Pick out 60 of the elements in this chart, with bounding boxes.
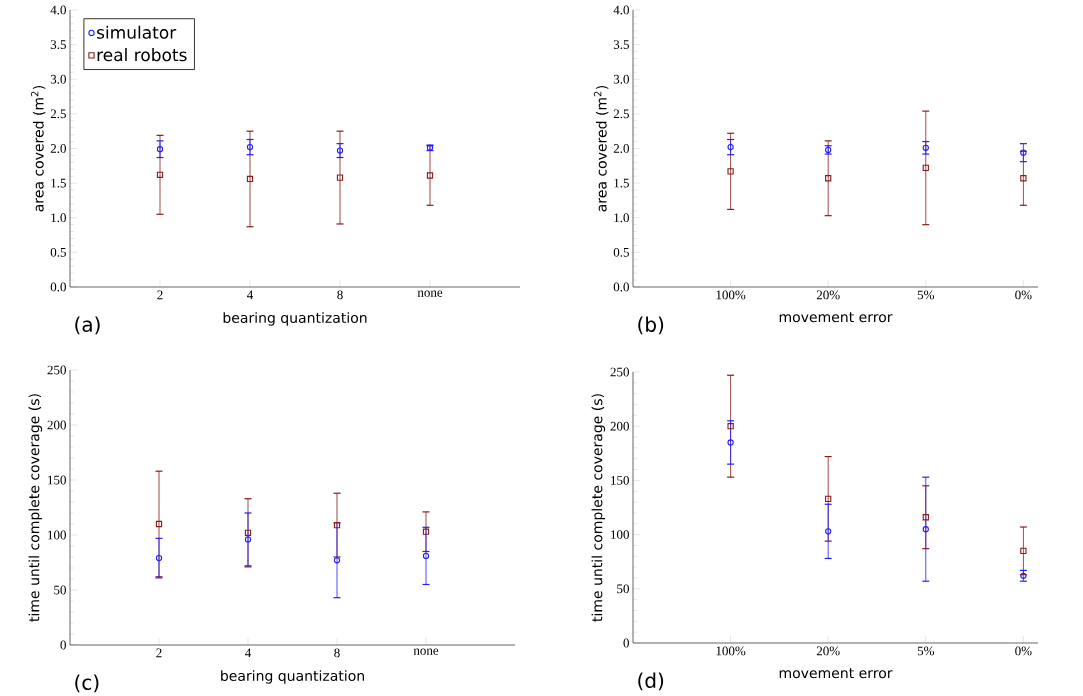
- y-tick-label: 3.5: [50, 40, 66, 50]
- y-tick-label: 50: [617, 584, 629, 594]
- x-axis-title: movement error: [779, 312, 893, 323]
- x-tick-label: 2: [157, 290, 163, 300]
- y-axis-title: time until complete coverage (s): [591, 394, 606, 622]
- text: (b): [638, 316, 664, 335]
- y-tick-label: 4.0: [613, 5, 629, 15]
- y-tick-label: 150: [611, 476, 629, 485]
- y-tick-label: 1.0: [614, 213, 629, 223]
- y-tick-label: 2.5: [50, 109, 66, 119]
- x-tick-label: none: [417, 290, 443, 297]
- y-tick-label: 2.0: [50, 144, 66, 153]
- x-tick-label: 20%: [816, 646, 840, 656]
- y-tick-label: 250: [610, 367, 629, 377]
- y-tick-label: 0.5: [50, 247, 66, 257]
- text: (a): [75, 316, 100, 335]
- text: (c): [75, 674, 99, 693]
- y-tick-label: 3.5: [613, 40, 629, 50]
- y-tick-label: 4.0: [50, 5, 66, 15]
- x-tick-label: none: [413, 648, 439, 655]
- y-tick-label: 200: [47, 420, 66, 430]
- x-tick-label: 2: [156, 648, 162, 658]
- y-tick-label: 1.5: [51, 178, 66, 188]
- y-tick-label: 0.0: [613, 282, 629, 292]
- y-axis-title: area covered (m$^{2}$): [31, 85, 46, 212]
- y-axis-title: area covered (m$^{2}$): [594, 85, 609, 212]
- x-tick-label: 0%: [1015, 646, 1032, 656]
- y-tick-label: 2.5: [613, 109, 629, 119]
- x-tick-label: 0%: [1015, 290, 1032, 300]
- x-tick-label: 4: [245, 648, 252, 658]
- x-tick-label: 100%: [716, 646, 746, 656]
- y-tick-label: 100: [48, 530, 66, 540]
- x-tick-label: 100%: [716, 290, 746, 300]
- y-tick-label: 3.0: [613, 74, 629, 84]
- legend-label: simulator: [97, 25, 177, 39]
- y-tick-label: 150: [48, 475, 66, 485]
- x-tick-label: 4: [247, 290, 254, 300]
- x-axis-title: bearing quantization: [223, 312, 367, 326]
- y-tick-label: 1.5: [614, 178, 629, 188]
- y-tick-label: 3.0: [50, 74, 66, 84]
- y-tick-label: 0.0: [50, 282, 66, 292]
- x-axis-title: bearing quantization: [221, 670, 364, 684]
- y-tick-label: 2.0: [613, 144, 629, 153]
- legend-label: real robots: [97, 48, 187, 62]
- y-tick-label: 100: [611, 530, 629, 539]
- y-tick-label: 0: [60, 640, 66, 650]
- x-tick-label: 8: [337, 290, 343, 300]
- y-tick-label: 1.0: [51, 213, 66, 223]
- y-tick-label: 50: [54, 585, 66, 595]
- y-axis-title: time until complete coverage (s): [28, 394, 43, 622]
- text: (d): [638, 672, 664, 691]
- y-tick-label: 200: [610, 421, 629, 431]
- x-tick-label: 5%: [917, 646, 934, 656]
- x-axis-title: movement error: [779, 668, 893, 679]
- y-tick-label: 0.5: [613, 247, 629, 257]
- x-tick-label: 8: [334, 648, 340, 658]
- x-tick-label: 5%: [917, 290, 934, 300]
- y-tick-label: 250: [47, 365, 66, 375]
- y-tick-label: 0: [623, 638, 629, 648]
- x-tick-label: 20%: [816, 290, 840, 300]
